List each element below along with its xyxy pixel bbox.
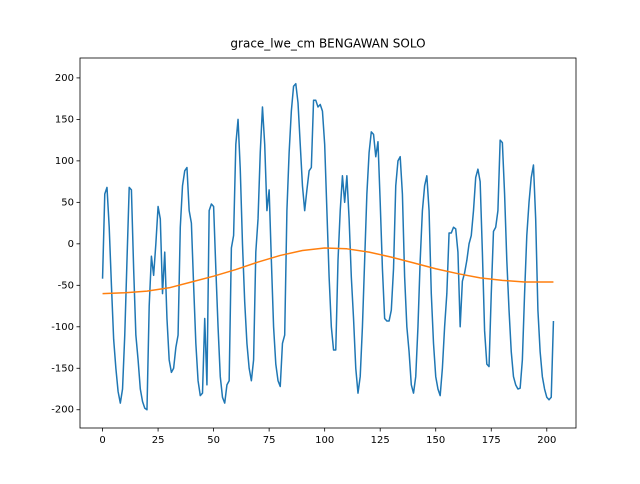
x-tick-label: 175 bbox=[482, 435, 501, 446]
x-tick-label: 125 bbox=[371, 435, 390, 446]
x-tick-label: 150 bbox=[426, 435, 445, 446]
x-tick-label: 0 bbox=[99, 435, 105, 446]
data-line bbox=[102, 247, 554, 295]
x-tick-label: 50 bbox=[207, 435, 220, 446]
y-tick-label: -50 bbox=[58, 280, 74, 291]
y-tick-label: -150 bbox=[51, 363, 74, 374]
y-tick-label: 150 bbox=[55, 114, 74, 125]
x-tick-label: 100 bbox=[315, 435, 334, 446]
y-tick-label: -100 bbox=[51, 322, 74, 333]
plot-frame bbox=[79, 57, 577, 429]
data-line bbox=[101, 82, 555, 411]
y-tick-label: 50 bbox=[61, 197, 74, 208]
x-tick-label: 200 bbox=[537, 435, 556, 446]
y-tick-label: -200 bbox=[51, 405, 74, 416]
chart-title: grace_lwe_cm BENGAWAN SOLO bbox=[230, 37, 425, 51]
y-tick-label: 100 bbox=[55, 156, 74, 167]
y-tick-label: 200 bbox=[55, 73, 74, 84]
y-tick-label: 0 bbox=[68, 239, 74, 250]
x-tick-label: 75 bbox=[263, 435, 276, 446]
x-tick-label: 25 bbox=[152, 435, 165, 446]
